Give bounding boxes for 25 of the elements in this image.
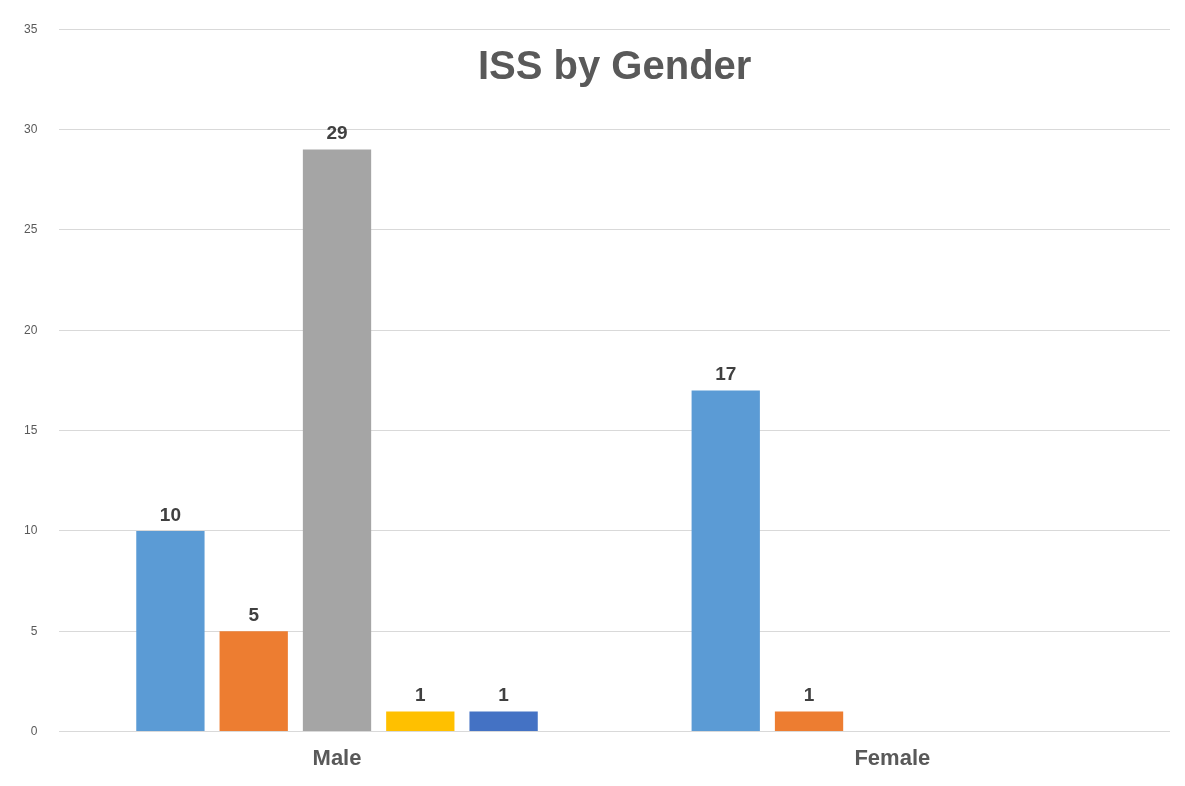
y-tick-label: 15 — [23, 422, 38, 437]
x-tick-label: Female — [854, 744, 931, 770]
x-tick-label: Male — [312, 744, 362, 770]
data-label: 29 — [326, 122, 348, 144]
bar — [302, 149, 372, 732]
y-tick-label: 25 — [23, 222, 38, 237]
data-label: 10 — [159, 503, 181, 525]
y-tick-label: 30 — [23, 121, 38, 136]
bar — [469, 711, 538, 732]
y-tick-label: 0 — [30, 723, 38, 738]
chart-title: ISS by Gender — [477, 43, 752, 88]
data-label: 5 — [248, 603, 260, 625]
y-tick-label: 20 — [23, 322, 38, 337]
bar — [136, 530, 205, 732]
data-label: 1 — [803, 684, 815, 706]
data-label: 1 — [498, 684, 510, 706]
data-label: 1 — [415, 684, 427, 706]
bar — [691, 390, 760, 732]
y-tick-label: 35 — [23, 21, 38, 36]
bar — [219, 631, 288, 732]
bar — [386, 711, 455, 732]
y-tick-label: 10 — [23, 523, 38, 538]
y-tick-label: 5 — [30, 623, 38, 638]
bar — [774, 711, 844, 732]
data-label: 17 — [715, 363, 737, 385]
